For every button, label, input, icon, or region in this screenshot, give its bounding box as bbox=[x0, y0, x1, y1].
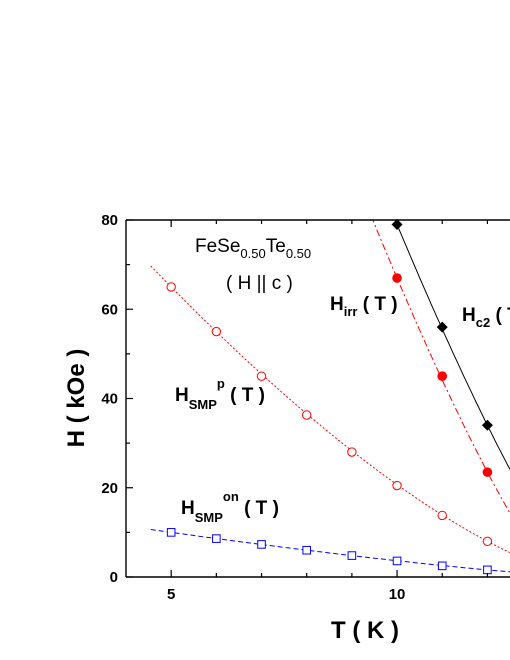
data-point-hsmp_on bbox=[483, 565, 492, 575]
data-point-hsmp_on bbox=[392, 556, 402, 566]
fit-curve-hsmp_on bbox=[150, 529, 510, 573]
hsmp-p-label: HSMPp ( T ) bbox=[175, 376, 265, 412]
data-point-hsmp_on bbox=[212, 534, 221, 543]
axes bbox=[125, 219, 510, 578]
data-point-hsmp_on bbox=[257, 540, 266, 549]
data-point-hsmp_on bbox=[302, 545, 312, 555]
data-markers bbox=[166, 218, 493, 575]
tick-labels: 0 20 40 60 80 5 10 bbox=[101, 212, 405, 603]
x-tick-label: 10 bbox=[389, 586, 406, 603]
data-point-hc2 bbox=[481, 419, 493, 431]
data-point-hc2 bbox=[436, 321, 448, 333]
data-point-hirr bbox=[482, 467, 493, 477]
data-point-hsmp_p bbox=[166, 282, 176, 292]
fit-curve-hirr bbox=[372, 220, 510, 514]
data-point-hsmp_p bbox=[437, 510, 447, 521]
data-point-hirr bbox=[392, 273, 402, 283]
hsmp-on-label: HSMPon ( T ) bbox=[181, 489, 279, 525]
x-axis-title: T ( K ) bbox=[331, 617, 399, 644]
data-point-hsmp_p bbox=[392, 480, 402, 491]
fit-curve-hc2 bbox=[396, 224, 510, 470]
sample-label: FeSe0.50Te0.50 bbox=[195, 236, 311, 261]
data-point-hsmp_on bbox=[347, 551, 357, 560]
y-tick-label: 60 bbox=[101, 301, 118, 318]
data-point-hsmp_p bbox=[211, 326, 222, 337]
y-tick-label: 20 bbox=[101, 480, 118, 497]
y-axis-title: H ( kOe ) bbox=[63, 349, 90, 448]
fit-curve-hsmp_p bbox=[150, 265, 510, 554]
field-direction-label: ( H || c ) bbox=[226, 273, 293, 294]
hc2-label: Hc2 ( T ) bbox=[462, 305, 510, 330]
data-point-hirr bbox=[437, 371, 448, 381]
x-tick-label: 5 bbox=[167, 586, 175, 603]
data-point-hsmp_p bbox=[256, 371, 267, 381]
hirr-label: Hirr ( T ) bbox=[330, 294, 398, 319]
data-point-hsmp_on bbox=[437, 561, 447, 571]
data-point-hsmp_on bbox=[166, 528, 176, 537]
data-point-hsmp_p bbox=[347, 447, 357, 457]
y-tick-label: 40 bbox=[101, 391, 118, 408]
y-tick-label: 0 bbox=[110, 569, 118, 586]
y-tick-label: 80 bbox=[101, 212, 118, 229]
data-point-hsmp_p bbox=[302, 410, 312, 420]
fit-curves bbox=[150, 220, 510, 573]
data-point-hsmp_p bbox=[482, 536, 493, 546]
